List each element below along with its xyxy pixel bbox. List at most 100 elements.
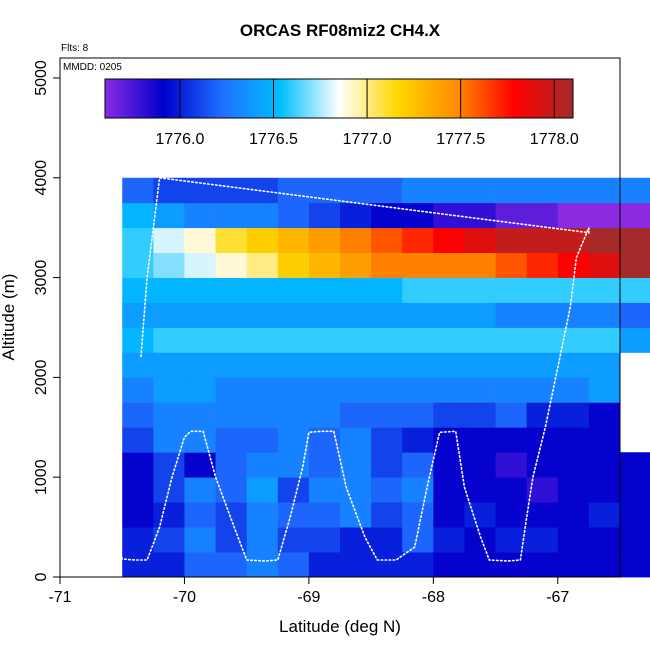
heatmap-cell bbox=[433, 377, 465, 403]
heatmap-cell bbox=[340, 502, 372, 528]
y-tick-label: 0 bbox=[33, 572, 50, 581]
heatmap-cell bbox=[588, 302, 621, 328]
heatmap-cell bbox=[184, 527, 216, 553]
heatmap-cell bbox=[526, 227, 559, 254]
heatmap-cell bbox=[557, 302, 590, 328]
heatmap-cell bbox=[153, 402, 185, 428]
heatmap-cell bbox=[184, 277, 216, 303]
heatmap-cell bbox=[433, 227, 465, 254]
heatmap-cell bbox=[340, 427, 372, 453]
heatmap-cell bbox=[557, 552, 590, 578]
heatmap-cell bbox=[557, 427, 590, 453]
y-axis: 0 1000 2000 3000 4000 5000 bbox=[33, 60, 61, 581]
heatmap-cell bbox=[402, 327, 434, 353]
heatmap-cell bbox=[526, 252, 559, 278]
heatmap-cell bbox=[371, 302, 403, 328]
y-tick-label: 1000 bbox=[33, 459, 50, 495]
heatmap-cell bbox=[588, 202, 621, 229]
heatmap-cell bbox=[308, 252, 341, 278]
heatmap-cell bbox=[402, 427, 434, 453]
heatmap-cell bbox=[495, 302, 528, 328]
heatmap-cell bbox=[246, 202, 279, 229]
heatmap-cell bbox=[371, 327, 403, 353]
colorbar-tick-label: 1777.5 bbox=[436, 131, 485, 148]
heatmap-cell bbox=[153, 177, 185, 204]
heatmap-cell bbox=[557, 352, 590, 378]
heatmap-cell bbox=[402, 227, 434, 254]
heatmap-cell bbox=[215, 452, 248, 478]
heatmap-cell bbox=[246, 402, 279, 428]
heatmap-cell bbox=[215, 252, 248, 278]
heatmap-cell bbox=[495, 227, 528, 254]
heatmap-cell bbox=[588, 177, 621, 204]
heatmap-cell bbox=[464, 377, 496, 403]
heatmap-cell bbox=[340, 552, 372, 578]
y-tick-label: 5000 bbox=[33, 60, 50, 96]
heatmap-cell bbox=[495, 427, 528, 453]
heatmap-cell bbox=[277, 452, 310, 478]
heatmap-cell bbox=[464, 402, 496, 428]
heatmap-cell bbox=[277, 327, 310, 353]
heatmap-cell bbox=[588, 277, 621, 303]
heatmap-cell bbox=[153, 327, 185, 353]
heatmap-cell bbox=[433, 402, 465, 428]
heatmap-cell bbox=[402, 402, 434, 428]
heatmap-cell bbox=[557, 327, 590, 353]
heatmap-cell bbox=[308, 277, 341, 303]
heatmap-cell bbox=[122, 552, 154, 578]
heatmap-cell bbox=[308, 327, 341, 353]
colorbar-tick-label: 1777.0 bbox=[343, 131, 392, 148]
heatmap-cell bbox=[402, 502, 434, 528]
heatmap-cell bbox=[495, 502, 528, 528]
heatmap-cell bbox=[588, 552, 621, 578]
heatmap-cell bbox=[122, 502, 154, 528]
heatmap-cell bbox=[371, 227, 403, 254]
x-axis: -71 -70 -69 -68 -67 bbox=[48, 576, 569, 606]
heatmap-cell bbox=[588, 352, 621, 378]
heatmap-cell bbox=[122, 527, 154, 553]
heatmap-cell bbox=[526, 452, 559, 478]
heatmap-cell bbox=[495, 452, 528, 478]
heatmap-cell bbox=[340, 327, 372, 353]
flights-note: Flts: 8 bbox=[61, 43, 89, 54]
heatmap-cell bbox=[402, 277, 434, 303]
heatmap-cell bbox=[308, 452, 341, 478]
heatmap-cell bbox=[340, 227, 372, 254]
heatmap-cell bbox=[340, 252, 372, 278]
heatmap-cell bbox=[433, 302, 465, 328]
heatmap-cell bbox=[402, 202, 434, 229]
heatmap-cell bbox=[340, 202, 372, 229]
heatmap-cell bbox=[246, 477, 279, 503]
heatmap-cell bbox=[277, 377, 310, 403]
heatmap-cell bbox=[308, 352, 341, 378]
heatmap-cell bbox=[588, 452, 621, 478]
heatmap-cell bbox=[620, 477, 650, 503]
heatmap-cell bbox=[246, 302, 279, 328]
heatmap-cell bbox=[308, 502, 341, 528]
heatmap-cell bbox=[246, 227, 279, 254]
heatmap-cell bbox=[277, 502, 310, 528]
heatmap-cell bbox=[464, 302, 496, 328]
heatmap-cell bbox=[122, 277, 154, 303]
heatmap-cell bbox=[277, 252, 310, 278]
heatmap-cell bbox=[371, 352, 403, 378]
heatmap-cell bbox=[557, 377, 590, 403]
x-tick-label: -70 bbox=[173, 589, 196, 606]
heatmap-cell bbox=[246, 177, 279, 204]
y-axis-title: Altitude (m) bbox=[0, 274, 18, 361]
heatmap-cell bbox=[184, 327, 216, 353]
x-tick-label: -71 bbox=[48, 589, 71, 606]
heatmap-cell bbox=[464, 277, 496, 303]
heatmap-cell bbox=[588, 327, 621, 353]
heatmap-cell bbox=[557, 177, 590, 204]
heatmap-cell bbox=[402, 552, 434, 578]
heatmap-cell bbox=[620, 527, 650, 553]
heatmap-cell bbox=[340, 177, 372, 204]
heatmap-cell bbox=[184, 552, 216, 578]
heatmap-cell bbox=[588, 477, 621, 503]
heatmap-cell bbox=[620, 302, 650, 328]
heatmap-cell bbox=[620, 252, 650, 278]
heatmap-cell bbox=[371, 452, 403, 478]
heatmap-cell bbox=[433, 252, 465, 278]
